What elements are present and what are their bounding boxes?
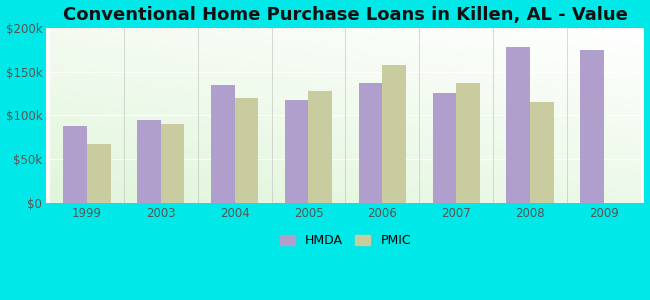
Bar: [359, 83, 382, 203]
Bar: [456, 83, 480, 203]
Bar: [235, 98, 258, 203]
Bar: [580, 50, 604, 203]
Bar: [285, 100, 309, 203]
Bar: [63, 126, 87, 203]
Bar: [530, 102, 554, 203]
Bar: [137, 120, 161, 203]
Bar: [309, 91, 332, 203]
Bar: [506, 47, 530, 203]
Bar: [211, 85, 235, 203]
Bar: [161, 124, 185, 203]
Bar: [382, 65, 406, 203]
Title: Conventional Home Purchase Loans in Killen, AL - Value: Conventional Home Purchase Loans in Kill…: [63, 6, 628, 24]
Legend: HMDA, PMIC: HMDA, PMIC: [275, 230, 416, 253]
Bar: [432, 93, 456, 203]
Bar: [87, 144, 111, 203]
